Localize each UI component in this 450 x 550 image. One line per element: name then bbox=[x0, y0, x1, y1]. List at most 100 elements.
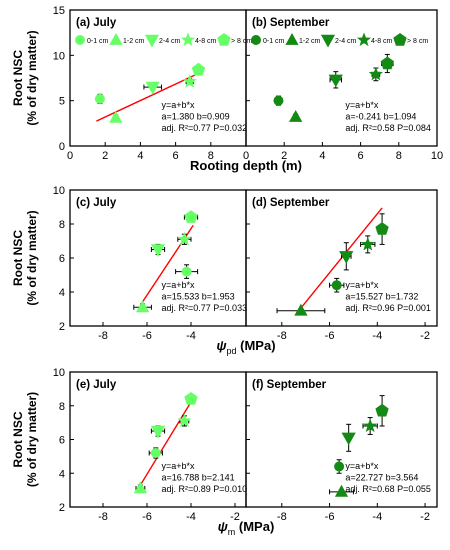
panel-3: -8 -6 -4 -2 (d) September y=a+b*x a=15.527 b=1… bbox=[245, 189, 438, 342]
regression-annotation: a=-0.241 b=1.094 bbox=[345, 112, 416, 122]
x-axis-title-subscript: pd bbox=[227, 346, 237, 356]
data-point-circle bbox=[181, 266, 192, 277]
x-tick-label: -4 bbox=[372, 511, 382, 523]
data-point-circle bbox=[334, 461, 345, 472]
data-point-tri-down bbox=[328, 74, 343, 88]
y-axis-title-line1: Root NSC bbox=[11, 230, 25, 286]
x-axis-title-subscript: m bbox=[228, 527, 236, 537]
legend-item: 2-4 cm bbox=[320, 34, 357, 48]
regression-annotation: adj. R²=0.96 P=0.001 bbox=[345, 303, 431, 313]
x-tick-label: 8 bbox=[208, 150, 214, 162]
y-tick-label: 0 bbox=[59, 141, 65, 153]
data-point-tri-down bbox=[150, 244, 166, 257]
regression-annotation: y=a+b*x bbox=[162, 461, 196, 471]
regression-annotation: y=a+b*x bbox=[345, 100, 379, 110]
y-tick-label: 6 bbox=[59, 253, 65, 265]
y-tick-label: 8 bbox=[59, 401, 65, 413]
x-tick-label: -8 bbox=[98, 330, 108, 342]
data-point-star bbox=[177, 231, 192, 246]
y-tick-label: 8 bbox=[59, 219, 65, 231]
legend-item: 2-4 cm bbox=[144, 34, 181, 48]
x-tick-label: -8 bbox=[98, 511, 108, 523]
x-tick-label: -4 bbox=[372, 330, 382, 342]
data-point-circle bbox=[331, 280, 342, 291]
data-point-star bbox=[368, 66, 383, 81]
regression-annotation: adj. R²=0.77 P=0.032 bbox=[162, 123, 248, 133]
fit-line bbox=[96, 72, 199, 122]
regression-annotation: y=a+b*x bbox=[345, 461, 379, 471]
data-point-pent bbox=[380, 56, 394, 70]
panel-4: -8 -6 -4 -2 2 4 6 8 10 (e) July y=a+b*x a=16.788 b=… bbox=[53, 367, 247, 523]
data-point-star bbox=[177, 413, 192, 427]
panel-1: 0 2 4 6 8 10 (b) September y=a+b*x a=-0.241 b=1.… bbox=[243, 9, 443, 162]
y-tick-label: 10 bbox=[53, 185, 65, 197]
x-tick-label: -6 bbox=[142, 330, 152, 342]
x-tick-label: 10 bbox=[431, 150, 443, 162]
data-point-tri-up bbox=[294, 303, 308, 316]
x-tick-label: -6 bbox=[325, 511, 335, 523]
data-point-pent bbox=[184, 392, 198, 405]
regression-annotation: a=15.533 b=1.953 bbox=[162, 292, 235, 302]
panel-title: (d) September bbox=[252, 197, 330, 209]
panel-title: (c) July bbox=[76, 197, 117, 209]
x-tick-label: -4 bbox=[186, 511, 196, 523]
regression-annotation: a=16.788 b=2.141 bbox=[162, 473, 235, 483]
x-axis-title: ψm (MPa) bbox=[218, 519, 275, 537]
regression-annotation: y=a+b*x bbox=[345, 280, 379, 290]
x-tick-label: 0 bbox=[67, 150, 73, 162]
regression-annotation: adj. R²=0.77 P=0.033 bbox=[162, 303, 248, 313]
data-point-tri-down bbox=[145, 81, 160, 95]
panel-5: -8 -6 -4 -2 (f) September y=a+b*x a=22.727 b=3… bbox=[245, 371, 438, 523]
panel-title: (b) September bbox=[252, 17, 330, 29]
data-point-tri-up bbox=[334, 484, 349, 497]
panel-title: (e) July bbox=[76, 379, 117, 391]
legend-marker-pent bbox=[217, 33, 231, 46]
data-point-star bbox=[182, 74, 197, 88]
data-point-tri-down bbox=[150, 425, 166, 439]
data-point-tri-up bbox=[133, 481, 148, 494]
y-tick-label: 15 bbox=[53, 5, 65, 17]
legend-label: > 8 cm bbox=[407, 38, 428, 45]
legend-item: 1-2 cm bbox=[285, 33, 321, 45]
x-axis-title: ψpd (MPa) bbox=[216, 338, 275, 356]
x-axis-title-main: Rooting depth (m) bbox=[190, 158, 302, 173]
x-tick-label: -4 bbox=[186, 330, 196, 342]
x-tick-label: -2 bbox=[230, 511, 240, 523]
regression-annotation: y=a+b*x bbox=[162, 280, 196, 290]
x-axis-title-main: ψ bbox=[218, 519, 228, 534]
y-tick-label: 2 bbox=[59, 502, 65, 514]
x-tick-label: 2 bbox=[281, 150, 287, 162]
data-point-tri-down bbox=[339, 251, 354, 264]
legend-label: 1-2 cm bbox=[299, 38, 321, 45]
y-axis-title-line1: Root NSC bbox=[11, 50, 25, 106]
legend-item: 0-1 cm bbox=[251, 35, 285, 45]
regression-annotation: a=22.727 b=3.564 bbox=[345, 473, 418, 483]
legend-marker-tri-down bbox=[144, 34, 160, 48]
regression-annotation: adj. R²=0.68 P=0.055 bbox=[345, 484, 431, 494]
legend-item: 1-2 cm bbox=[109, 33, 145, 45]
legend-label: 1-2 cm bbox=[123, 38, 145, 45]
regression-annotation: a=15.527 b=1.732 bbox=[345, 292, 418, 302]
legend-marker-tri-up bbox=[285, 33, 299, 45]
data-point-pent bbox=[184, 210, 198, 223]
y-tick-label: 6 bbox=[59, 435, 65, 447]
legend-label: 0-1 cm bbox=[87, 38, 109, 45]
data-point-tri-up bbox=[135, 300, 150, 313]
legend-item: > 8 cm bbox=[393, 33, 428, 46]
legend-label: > 8 cm bbox=[231, 38, 252, 45]
y-axis-title: Root NSC (% of dry matter) bbox=[11, 210, 39, 305]
y-axis-title-line1: Root NSC bbox=[11, 411, 25, 467]
data-point-circle bbox=[94, 93, 105, 104]
y-axis-title-line2: (% of dry matter) bbox=[25, 392, 39, 487]
panel-2: -8 -6 -4 2 4 6 8 10 (c) July y=a+b*x a=15.533 b=1.… bbox=[53, 185, 247, 342]
regression-annotation: a=1.380 b=0.909 bbox=[162, 112, 230, 122]
y-axis-title: Root NSC (% of dry matter) bbox=[11, 392, 39, 487]
data-point-circle bbox=[150, 448, 161, 458]
data-point-pent bbox=[375, 222, 389, 235]
plot-frame bbox=[245, 9, 438, 147]
x-tick-label: 4 bbox=[319, 150, 325, 162]
legend-marker-star bbox=[180, 32, 196, 47]
x-tick-label: 2 bbox=[102, 150, 108, 162]
